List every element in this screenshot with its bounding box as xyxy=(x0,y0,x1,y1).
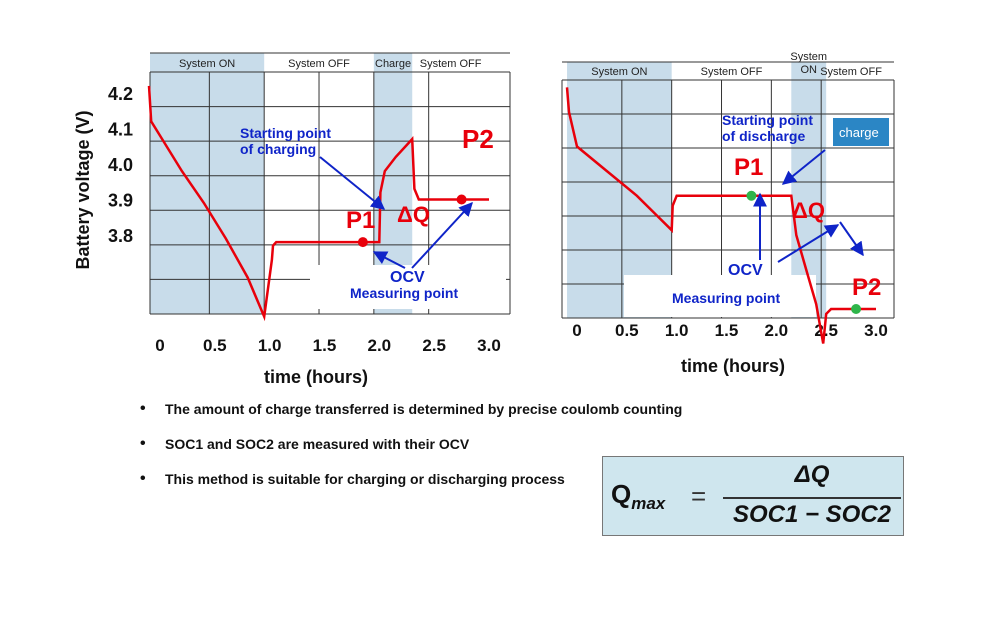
left-x-axis-label: time (hours) xyxy=(264,367,368,387)
right-measuring-label: Measuring point xyxy=(672,290,780,306)
marker-p1 xyxy=(357,237,368,248)
left-phase-shading xyxy=(150,53,413,314)
x-tick-label: 0 xyxy=(572,321,581,340)
left-start-label: Starting point of charging xyxy=(240,125,335,157)
formula-subscript: max xyxy=(631,494,666,514)
x-tick-label: 0 xyxy=(155,336,164,355)
x-tick-label: 3.0 xyxy=(477,336,501,355)
left-p2-label: P2 xyxy=(462,124,494,154)
x-tick-label: 0.5 xyxy=(615,321,639,340)
right-start-label: Starting point of discharge xyxy=(722,112,817,144)
marker-p2 xyxy=(456,194,467,205)
formula-fraction-bar xyxy=(723,497,901,499)
right-arrow-ocv-p2 xyxy=(777,224,840,263)
l-phase-label: System OFF xyxy=(420,58,482,70)
right-charge-badge-text: charge xyxy=(839,125,879,140)
right-ocv-label: OCV xyxy=(728,262,763,279)
x-tick-label: 1.0 xyxy=(665,321,689,340)
right-arrow-start-discharge xyxy=(781,149,826,185)
x-tick-label: 3.0 xyxy=(864,321,888,340)
right-p1-label: P1 xyxy=(734,154,763,181)
right-x-ticks: 0 0.5 1.0 1.5 2.0 2.5 3.0 xyxy=(572,321,888,340)
left-ocv-box xyxy=(310,265,506,309)
qmax-formula: Qmax = ΔQ SOC1 − SOC2 xyxy=(602,456,904,536)
left-start-label-line2: of charging xyxy=(240,141,316,157)
phase-label-line: ON xyxy=(800,64,817,76)
x-tick-label: 1.0 xyxy=(258,336,282,355)
formula-lhs: Qmax xyxy=(611,479,665,514)
y-tick-label: 3.9 xyxy=(108,191,133,211)
marker-p1 xyxy=(746,190,757,201)
right-arrow-delta-p2 xyxy=(839,221,864,257)
y-tick-label: 4.0 xyxy=(108,155,133,175)
x-tick-label: 2.0 xyxy=(368,336,392,355)
right-measuring-box xyxy=(624,275,816,317)
formula-numerator: ΔQ xyxy=(794,461,830,488)
bullet-item: The amount of charge transferred is dete… xyxy=(140,398,682,433)
y-tick-label: 4.1 xyxy=(108,120,133,140)
y-tick-label: 4.2 xyxy=(108,84,133,104)
right-delta-q: ΔQ xyxy=(792,198,825,223)
left-arrow-start-charging xyxy=(319,156,386,210)
x-tick-label: 1.5 xyxy=(313,336,337,355)
left-arrows xyxy=(319,156,473,269)
bullet-list: The amount of charge transferred is dete… xyxy=(140,398,682,503)
right-voltage-curve xyxy=(565,87,876,344)
phase-label-line: System xyxy=(790,51,827,63)
x-tick-label: 2.5 xyxy=(422,336,446,355)
right-phase-label: System ON xyxy=(790,51,827,76)
right-p2-label: P2 xyxy=(852,274,881,301)
x-tick-label: 1.5 xyxy=(715,321,739,340)
formula-denominator: SOC1 − SOC2 xyxy=(732,501,892,528)
x-tick-label: 2.0 xyxy=(765,321,789,340)
r-phase-label: System ON xyxy=(591,66,647,78)
left-arrow-ocv-p2 xyxy=(411,201,473,269)
left-phase-labels: System ON System OFF Charge System OFF xyxy=(179,58,482,70)
left-ocv-label: OCV xyxy=(390,269,425,286)
right-start-label-line1: Starting point xyxy=(722,112,813,128)
left-delta-q: ΔQ xyxy=(397,202,430,227)
marker-p2 xyxy=(851,304,862,315)
l-phase-label: System OFF xyxy=(288,58,350,70)
bullet-item: This method is suitable for charging or … xyxy=(140,468,682,503)
r-phase-label: System OFF xyxy=(701,66,763,78)
left-chart: System ON System OFF Charge System OFF 4.24… xyxy=(73,52,511,387)
left-x-ticks: 0 0.5 1.0 1.5 2.0 2.5 3.0 xyxy=(155,336,501,355)
left-markers: P1 P2 xyxy=(346,124,494,248)
left-y-axis-label: Battery voltage (V) xyxy=(73,110,93,269)
y-tick-label: 3.8 xyxy=(108,226,133,246)
right-start-label-line2: of discharge xyxy=(722,128,805,144)
bullet-item: SOC1 and SOC2 are measured with their OC… xyxy=(140,433,682,468)
left-grid xyxy=(149,52,511,315)
left-voltage-curve xyxy=(147,85,489,322)
left-y-ticks: 4.2 4.1 4.0 3.9 3.8 xyxy=(108,84,133,246)
left-start-label-line1: Starting point xyxy=(240,125,331,141)
left-measuring-label: Measuring point xyxy=(350,285,458,301)
r-phase-label: System OFF xyxy=(820,66,882,78)
left-arrow-ocv-p1 xyxy=(372,251,406,269)
right-charge-badge xyxy=(833,118,889,146)
right-arrows xyxy=(753,149,864,263)
l-phase-label: Charge xyxy=(375,58,411,70)
formula-q: Q xyxy=(611,479,632,509)
left-p1-label: P1 xyxy=(346,207,375,234)
x-tick-label: 0.5 xyxy=(203,336,227,355)
right-x-axis-label: time (hours) xyxy=(681,356,785,376)
l-phase-label: System ON xyxy=(179,58,235,70)
formula-equals: = xyxy=(691,481,707,511)
